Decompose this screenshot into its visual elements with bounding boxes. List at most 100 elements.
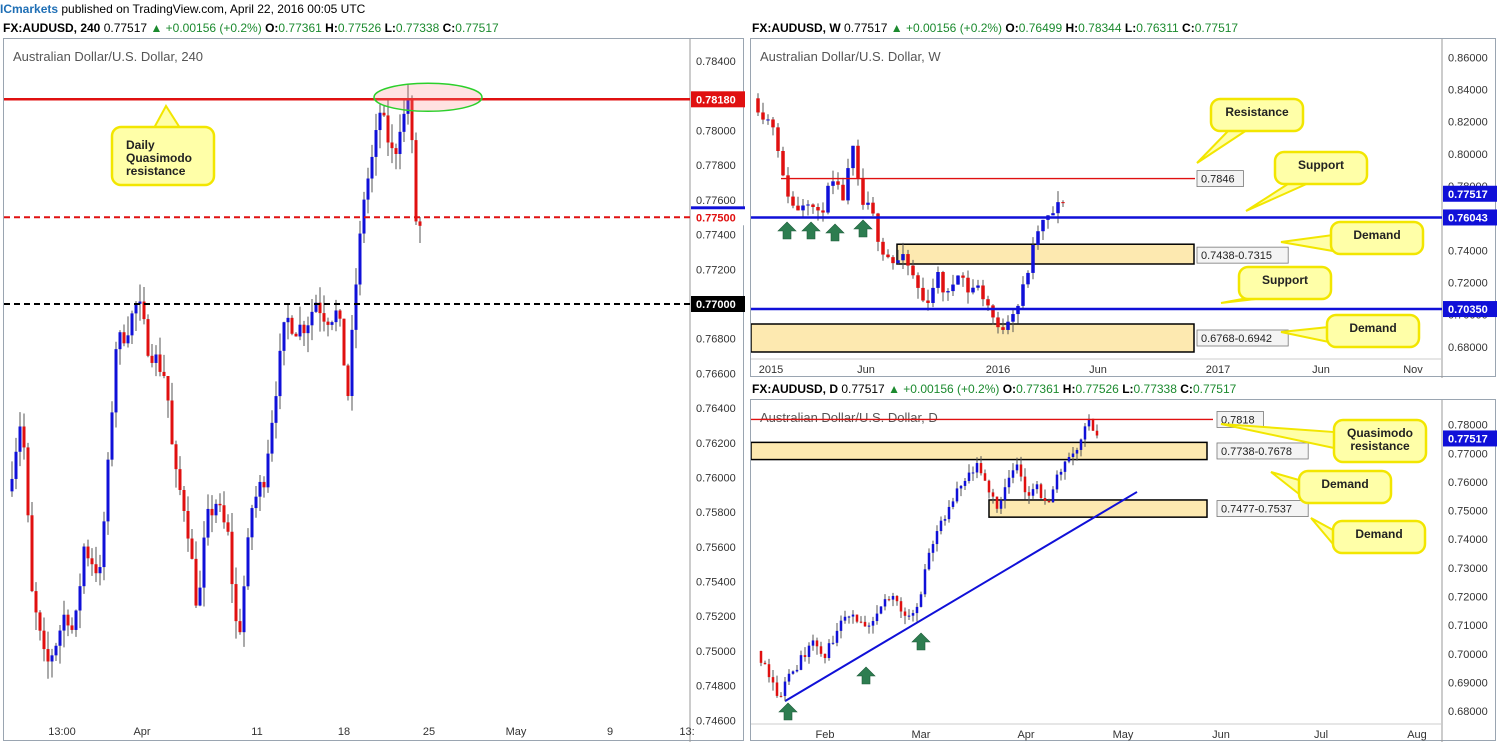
candle-body [1056,202,1060,214]
candle-body [138,301,142,304]
candle-body [1023,476,1027,493]
h4-price-tag-box [691,209,745,226]
h4-chart-header: FX:AUDUSD, 240 0.77517 ▲ +0.00156 (+0.2%… [3,21,499,35]
candle-body [182,489,186,511]
candle-body [346,365,350,397]
daily-callout-quasimodo-text: Quasimodo [1347,426,1413,440]
weekly-chart-panel[interactable]: Australian Dollar/U.S. Dollar, W 0.86000 0… [750,38,1497,378]
candle-body [786,175,790,197]
daily-y-tick: 0.77000 [1448,448,1488,460]
candle-body [951,501,955,507]
candle-body [262,481,266,488]
daily-y-tick: 0.70000 [1448,649,1488,661]
candle-body [350,329,354,397]
weekly-x-tick: Jun [1089,364,1107,376]
candle-body [1021,284,1025,306]
h4-high: 0.77526 [337,21,382,35]
h4-y-tick: 0.77400 [696,230,736,242]
weekly-price-tag-box [1443,301,1497,318]
h4-y-tick: 0.76200 [696,438,736,450]
candle-body [886,254,890,258]
candle-body [1039,484,1043,499]
daily-demand-zone-2 [988,499,1208,518]
candle-body [851,145,855,169]
candle-body [82,546,86,587]
weekly-up-arrow-icon [801,221,821,240]
candle-body [896,260,900,264]
weekly-change-value: +0.00156 (+0.2%) [905,21,1003,35]
daily-chart[interactable]: Australian Dollar/U.S. Dollar, D0.780000… [751,400,1497,742]
candle-body [891,257,895,264]
weekly-callout-resistance-pointer [1196,129,1251,164]
daily-zone-label-demand-1: 0.7738-0.7678 [1221,446,1292,458]
weekly-title: Australian Dollar/U.S. Dollar, W [760,49,941,64]
candle-body [178,469,182,490]
candle-body [871,621,875,626]
h4-chart-panel[interactable]: Australian Dollar/U.S. Dollar, 240 0.7840… [3,38,745,742]
daily-y-tick: 0.76000 [1448,477,1488,489]
daily-callout-demand-2-box [1331,519,1427,555]
candle-body [186,510,190,539]
h4-y-tick: 0.76000 [696,472,736,484]
candle-body [939,520,943,532]
candle-body [1019,464,1023,477]
candle-body [206,508,210,538]
candle-body [876,213,880,242]
h4-callout-pointer [152,104,182,129]
weekly-open: 0.76499 [1018,21,1063,35]
candle-body [62,614,66,631]
candle-body [1031,244,1035,273]
candle-body [766,119,770,121]
daily-y-tick: 0.73000 [1448,563,1488,575]
candle-body [54,645,58,656]
h4-x-tick: Apr [133,726,150,738]
daily-y-tick: 0.74000 [1448,534,1488,546]
candle-body [398,131,402,154]
candle-body [763,662,767,665]
h4-y-tick: 0.76600 [696,368,736,380]
candle-body [390,142,394,149]
candle-body [775,682,779,696]
daily-symbol: FX:AUDUSD, D [752,382,838,396]
brand-name[interactable]: ICmarkets [0,2,59,16]
daily-x-tick: May [1113,729,1134,741]
weekly-callout-demand-1-pointer [1280,233,1334,253]
candle-body [996,317,1000,328]
candle-body [966,277,970,293]
candle-body [795,669,799,672]
candle-body [58,630,62,646]
candle-body [294,333,298,337]
candle-body [258,481,262,497]
candle-body [1071,453,1075,458]
h4-chart[interactable]: Australian Dollar/U.S. Dollar, 240 0.7840… [4,39,745,742]
candle-body [106,459,110,522]
candle-body [831,181,835,186]
candle-body [1043,498,1047,501]
candle-body [761,112,765,120]
daily-callout-demand-1-pointer [1270,471,1300,497]
weekly-up-arrow-icon [853,219,873,238]
candle-body [1041,219,1045,232]
h4-y-tick: 0.77600 [696,195,736,207]
candle-body [10,478,14,492]
daily-price-tag-box [1443,430,1497,447]
candle-body [961,275,965,278]
candle-body [779,695,783,697]
candle-body [354,284,358,330]
h4-open: 0.77361 [278,21,322,35]
candle-body [956,275,960,285]
daily-callout-demand-2-text: Demand [1355,527,1402,541]
candle-body [1003,487,1007,501]
candle-body [863,621,867,627]
h4-y-tick: 0.78000 [696,126,736,138]
candle-body [916,275,920,288]
h4-price: 0.77517 [103,21,148,35]
candle-body [1079,439,1083,450]
weekly-chart[interactable]: Australian Dollar/U.S. Dollar, W 0.86000 0… [751,39,1497,378]
candle-body [282,322,286,351]
candle-body [791,196,795,206]
daily-callout-demand-1-box [1297,469,1393,505]
daily-zone-label-resistance: 0.7818 [1221,414,1255,426]
daily-chart-panel[interactable]: Australian Dollar/U.S. Dollar, D 0.78000 0… [750,399,1497,742]
candle-body [386,115,390,143]
